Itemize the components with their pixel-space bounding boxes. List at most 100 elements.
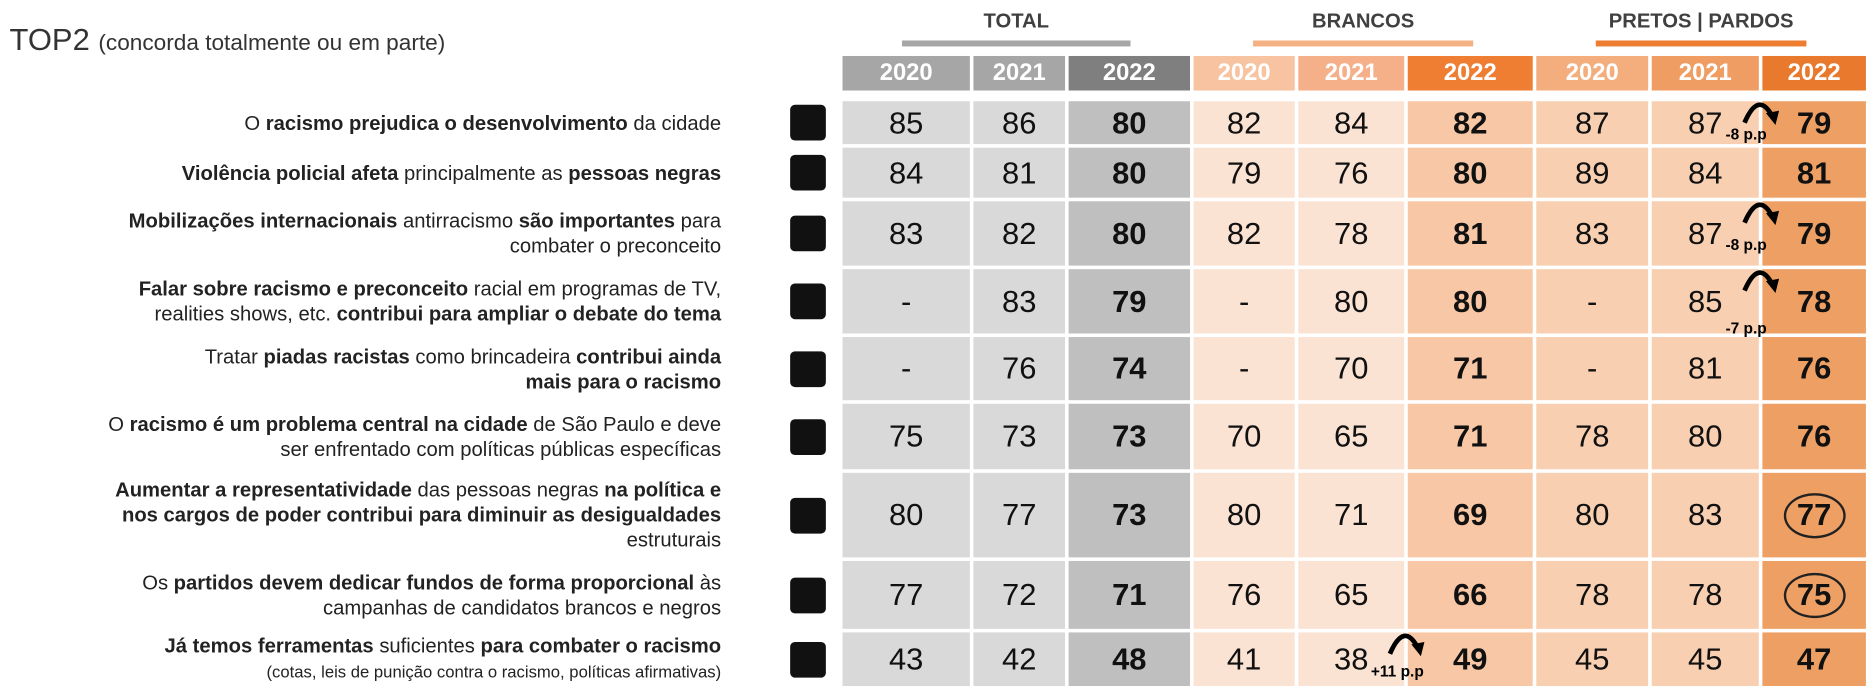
label-text: às (694, 571, 722, 594)
value-cell: 80 (1536, 472, 1649, 558)
value-cell: 42 (973, 632, 1066, 686)
value-cell: 84 (842, 147, 970, 198)
value-cell: 47 (1762, 632, 1866, 686)
arrow (1742, 270, 1780, 293)
value-cell: 71 (1068, 560, 1190, 629)
value-cell: 85 (1651, 269, 1759, 334)
value-cell: 73 (973, 403, 1066, 470)
value-cell: 74 (1068, 337, 1190, 401)
label-text: ser enfrentado com políticas públicas es… (280, 437, 722, 461)
value-cell: 82 (973, 201, 1066, 266)
value-cell: 66 (1407, 560, 1533, 629)
label-text: contribui ainda (576, 344, 722, 368)
annotation: -8 p.p (1725, 235, 1767, 254)
value-cell: 73 (1068, 472, 1190, 558)
label-line: estruturais (7, 528, 721, 553)
value-cell: 81 (1407, 201, 1533, 266)
label-line: nos cargos de poder contribui para dimin… (7, 503, 721, 528)
title-block: TOP2 (concorda totalmente ou em parte) (10, 21, 446, 58)
value-cell: 83 (973, 269, 1066, 334)
year-header: 2022 (1407, 55, 1533, 91)
arrow (1387, 633, 1425, 657)
value-cell: 84 (1298, 101, 1405, 145)
label-text: realities shows, etc. (154, 302, 337, 326)
value-cell: 78 (1762, 269, 1866, 334)
value-cell: - (1536, 269, 1649, 334)
row-icon (790, 104, 826, 141)
value-cell: 76 (973, 337, 1066, 401)
row-icon (790, 577, 826, 613)
label-text: Aumentar a representatividade (115, 478, 412, 502)
value-cell: - (1193, 337, 1295, 401)
label-text: Mobilizações internacionais (128, 209, 398, 233)
value-cell: 80 (1651, 403, 1759, 470)
label-line: O racismo é um problema central na cidad… (7, 411, 721, 436)
value-cell: 79 (1193, 147, 1295, 198)
value-cell: 82 (1193, 101, 1295, 145)
row-label: Os partidos devem dedicar fundos de form… (7, 561, 781, 629)
arrow (1742, 202, 1780, 226)
value-cell: 70 (1298, 337, 1405, 401)
row-label: Já temos ferramentas suficientes para co… (7, 632, 781, 686)
value-cell: 77 (842, 560, 970, 629)
value-cell: 82 (1193, 201, 1295, 266)
label-text: para (675, 209, 722, 233)
row-label: Tratar piadas racistas como brincadeira … (7, 337, 781, 400)
value-cell: 78 (1651, 560, 1759, 629)
label-text: Violência policial afeta (181, 161, 399, 185)
label-line: Mobilizações internacionais antirracismo… (7, 208, 721, 233)
label-text: nos cargos de poder contribui para dimin… (121, 503, 722, 527)
value-cell: 89 (1536, 147, 1649, 198)
value-cell: 87 (1536, 101, 1649, 145)
value-cell: 85 (842, 101, 970, 145)
label-line: campanhas de candidatos brancos e negros (7, 595, 721, 620)
year-header: 2020 (842, 55, 970, 91)
label-text: antirracismo (397, 209, 519, 233)
value-cell: 69 (1407, 472, 1533, 558)
arrow-head (1765, 210, 1780, 226)
value-cell: 80 (1068, 101, 1190, 145)
year-header: 2021 (1651, 55, 1759, 91)
row-icon (790, 215, 826, 252)
label-text: Falar sobre racismo e preconceito (138, 277, 469, 301)
value-cell: 82 (1407, 101, 1533, 145)
value-cell: 70 (1193, 403, 1295, 470)
label-line: Tratar piadas racistas como brincadeira … (7, 344, 721, 369)
value-cell: 79 (1762, 201, 1866, 266)
label-line: Aumentar a representatividade das pessoa… (7, 478, 721, 503)
label-text: contribui para ampliar o debate do tema (336, 302, 722, 326)
label-text: campanhas de candidatos brancos e negros (323, 596, 722, 619)
year-header: 2021 (1298, 55, 1405, 91)
label-text: suficientes (373, 634, 481, 658)
label-text: para combater o racismo (480, 634, 722, 658)
value-cell: 81 (1762, 147, 1866, 198)
value-cell: 75 (842, 403, 970, 470)
group-name: BRANCOS (1311, 9, 1415, 33)
label-line: Falar sobre racismo e preconceito racial… (7, 276, 721, 301)
value-cell: 76 (1762, 337, 1866, 401)
label-line: ser enfrentado com políticas públicas es… (7, 437, 721, 462)
year-header: 2022 (1762, 55, 1866, 91)
value-cell: 86 (973, 101, 1066, 145)
arrow-head (1765, 110, 1780, 126)
row-label: Violência policial afeta principalmente … (7, 148, 781, 198)
label-text: racial em programas de TV, (468, 277, 722, 301)
label-text: de São Paulo e deve (527, 412, 722, 436)
label-text: mais para o racismo (525, 369, 722, 393)
year-header: 2020 (1193, 55, 1295, 91)
title: TOP2 (9, 21, 90, 58)
label-line: combater o preconceito (7, 233, 721, 258)
group-bar (902, 40, 1131, 47)
label-text: na política e (604, 478, 722, 502)
value-cell: 83 (1651, 472, 1759, 558)
value-cell: - (1536, 337, 1649, 401)
label-text: pessoas negras (568, 161, 722, 185)
label-text: partidos devem dedicar fundos de forma p… (173, 571, 695, 594)
circle-highlight (1783, 572, 1846, 618)
annotation: -8 p.p (1725, 125, 1767, 143)
value-cell: 76 (1298, 147, 1405, 198)
value-cell: 65 (1298, 403, 1405, 470)
label-text: Os (142, 571, 174, 594)
label-line: Violência policial afeta principalmente … (7, 160, 721, 185)
row-icon (790, 641, 826, 678)
